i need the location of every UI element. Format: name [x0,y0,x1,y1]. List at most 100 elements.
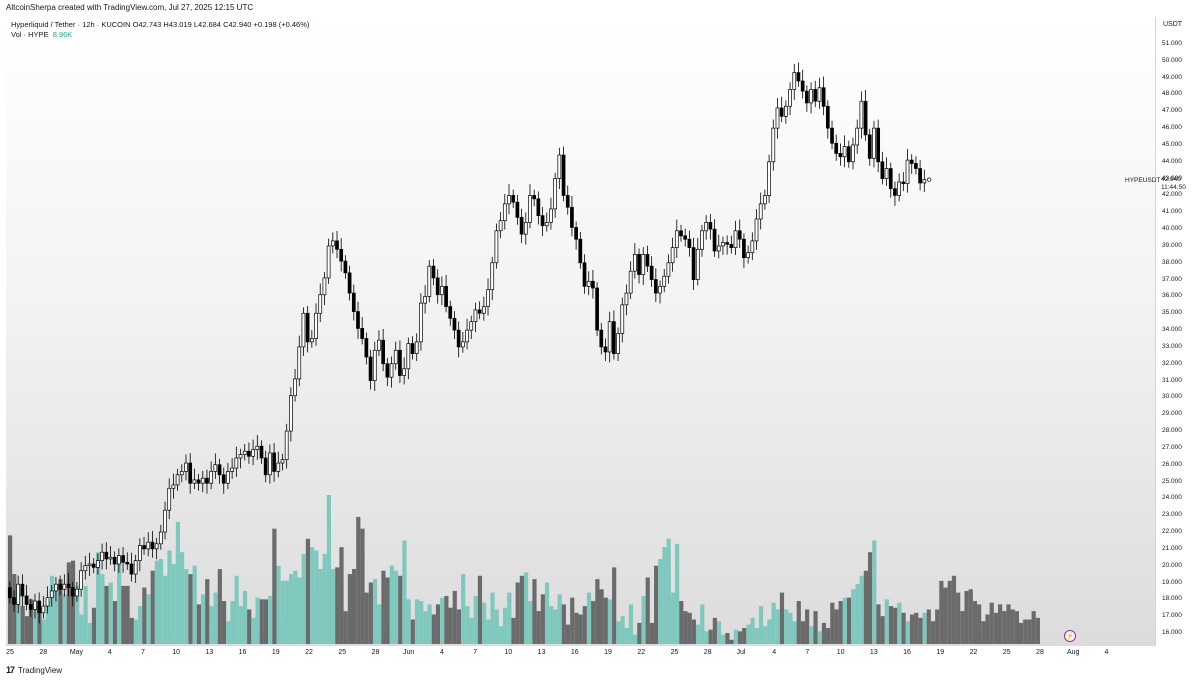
candle-body [314,312,318,339]
volume-bar [796,601,801,644]
volume-bar [465,606,470,644]
volume-bar [339,547,344,644]
candle-body [49,590,54,599]
volume-bar [784,609,789,644]
volume-bar [368,582,373,644]
price-tick: 16.000 [1162,629,1182,636]
chart-pane[interactable] [6,17,1156,646]
volume-bar [733,629,738,644]
candle-body [519,216,524,235]
volume-bar [414,599,420,644]
volume-bar [473,595,478,644]
volume-bar [968,589,973,644]
volume-bar [66,562,71,644]
volume-bar [20,606,25,644]
candle-body [234,457,239,469]
attribution-bar: AltcoinSherpa created with TradingView.c… [6,3,254,12]
candle-body [230,467,234,472]
candle-body [695,248,700,280]
volume-bar [49,575,55,644]
candle-body [796,72,801,82]
candle-body [179,471,184,476]
candle-body [389,363,394,378]
footer-brand[interactable]: 17 TradingView [6,665,62,675]
candle-body [553,178,558,210]
volume-bar [331,569,336,644]
time-tick: 28 [371,649,380,656]
volume-bar [847,597,852,644]
volume-bar [842,597,848,644]
volume-bar [37,607,42,644]
candle-body [87,563,92,567]
volume-bar [998,604,1003,644]
price-axis-unit[interactable]: USDT [1163,21,1183,28]
volume-bar [603,597,608,644]
price-tick: 27.000 [1162,443,1182,451]
volume-bar [893,607,898,644]
candle-body [251,449,255,457]
volume-bar [712,617,717,644]
candle-body [117,555,121,565]
symbol-tag: HYPEUSDT [1125,176,1161,184]
volume-bar [637,622,642,644]
volume-bar [641,595,646,644]
volume-bar [196,604,201,644]
volume-bar [809,626,814,644]
time-tick: 7 [805,649,810,656]
time-tick: 28 [703,649,712,656]
volume-bar [301,553,306,644]
candle-body [532,195,537,200]
candle-body [205,477,209,484]
volume-bar [200,594,206,644]
candle-body [196,479,201,484]
time-tick: 10 [504,649,513,656]
volume-bar [985,614,990,644]
candle-body [582,262,587,287]
volume-bar [633,634,638,644]
volume-bar [452,590,457,644]
volume-bar [482,602,487,644]
tradingview-logo-icon: 17 [6,665,15,675]
volume-bar [754,627,759,644]
time-tick: 19 [936,649,945,656]
volume-bar [398,575,403,644]
candle-body [75,588,79,597]
candle-body [565,195,570,208]
candle-body [897,181,901,196]
time-tick: 13 [205,649,214,656]
last-price-dot [926,177,932,182]
candle-body [754,218,759,242]
volume-bar [507,592,512,644]
volume-bar [343,611,348,644]
time-tick: 19 [604,649,612,656]
time-tick: 7 [140,649,145,656]
candle-body [872,127,876,159]
candle-body [70,587,75,597]
candle-body [318,294,323,314]
volume-bar [943,587,948,644]
time-tick: 25 [338,649,347,656]
candle-body [372,349,377,381]
volume-bar [951,575,957,644]
candle-body [507,195,511,205]
time-tick: 10 [836,649,845,656]
price-tick: 49.000 [1162,73,1182,81]
volume-bar [972,601,978,644]
volume-bar [314,550,319,644]
candle-body [360,328,365,339]
candle-body [641,254,646,275]
volume-bar [351,569,357,644]
volume-bar [129,617,134,644]
candle-body [435,277,440,296]
volume-bar [607,599,613,644]
volume-bar [205,579,210,644]
candle-body [58,583,62,590]
price-tick: 33.000 [1162,342,1182,350]
lightning-icon[interactable]: ⚡ [1064,630,1076,642]
candle-body [200,477,205,484]
candle-body [217,464,222,476]
candle-body [469,321,474,331]
candle-body [905,159,910,185]
volume-bar [280,580,285,644]
